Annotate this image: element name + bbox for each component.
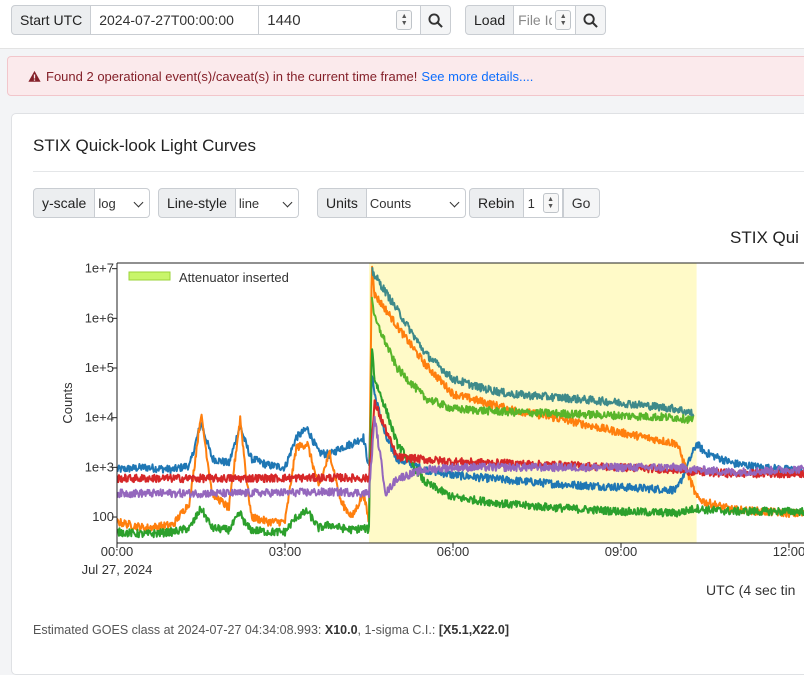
search-button[interactable] (421, 5, 452, 35)
legend[interactable]: Attenuator inserted (128, 270, 289, 285)
search-icon (428, 12, 444, 28)
x-tick-label: 03:00 (269, 544, 302, 559)
file-id-placeholder: File Id (518, 12, 552, 28)
yscale-value: log (98, 195, 116, 211)
y-tick-label: 1e+6 (85, 310, 114, 325)
series-line-1 (117, 375, 804, 495)
duration-spinner-icon[interactable]: ▲ ▼ (396, 10, 413, 30)
goes-estimate: Estimated GOES class at 2024-07-27 04:34… (33, 623, 509, 637)
series-line-7 (117, 415, 804, 499)
x-tick-sublabel: Jul 27, 2024 (82, 562, 153, 577)
card-title: STIX Quick-look Light Curves (33, 136, 256, 155)
y-tick-label: 1e+5 (85, 360, 114, 375)
x-ticks: 00:00 Jul 27, 2024 03:00 06:00 09:00 12:00 (82, 543, 804, 577)
legend-label: Attenuator inserted (179, 270, 289, 285)
units-label: Units (317, 188, 367, 218)
series-line-3 (117, 348, 804, 539)
y-tick-label: 1e+3 (85, 459, 114, 474)
go-button[interactable]: Go (562, 188, 600, 218)
goes-ci: [X5.1,X22.0] (438, 623, 509, 637)
x-tick-label: 09:00 (605, 544, 638, 559)
y-axis-label: Counts (60, 382, 75, 424)
alert-message: Found 2 operational event(s)/caveat(s) i… (46, 68, 418, 84)
linestyle-value: line (238, 195, 260, 211)
linestyle-label: Line-style (158, 188, 236, 218)
linestyle-select[interactable]: line (235, 188, 299, 218)
y-tick-label: 100 (92, 509, 114, 524)
rebin-control: Rebin 1 ▲ ▼ Go (469, 188, 600, 218)
yscale-control: y-scale log (33, 188, 151, 218)
start-utc-group: Start UTC 2024-07-27T00:00:00 1440 ▲ ▼ (11, 5, 452, 35)
start-utc-input[interactable]: 2024-07-27T00:00:00 (91, 5, 260, 35)
series-line-4 (370, 296, 695, 424)
file-id-spinner-icon[interactable]: ▲ ▼ (555, 10, 572, 30)
x-axis-label: UTC (4 sec tin (706, 582, 795, 598)
series-layer (117, 265, 804, 539)
start-utc-label: Start UTC (11, 5, 92, 35)
divider (33, 171, 804, 172)
duration-value: 1440 (267, 11, 301, 29)
operational-alert: Found 2 operational event(s)/caveat(s) i… (7, 56, 804, 96)
x-tick-label: 12:00 (773, 544, 804, 559)
rebin-input[interactable]: 1 ▲ ▼ (523, 188, 563, 218)
x-tick-label: 00:00 (101, 544, 134, 559)
rebin-value: 1 (527, 195, 535, 211)
search-icon (583, 12, 598, 28)
units-value: Counts (369, 195, 412, 211)
series-line-5 (371, 267, 695, 417)
top-toolbar: Start UTC 2024-07-27T00:00:00 1440 ▲ ▼ Lo… (0, 0, 804, 49)
alert-details-link[interactable]: See more details.... (421, 68, 534, 84)
rebin-spinner-icon[interactable]: ▲ ▼ (542, 193, 559, 213)
series-line-2 (117, 265, 804, 533)
units-control: Units Counts (317, 188, 466, 218)
legend-swatch (128, 271, 171, 281)
file-id-input[interactable]: File Id ▲▼ (514, 5, 577, 35)
rebin-label: Rebin (469, 188, 524, 218)
plot-title: STIX Qui (730, 228, 799, 247)
load-group: Load File Id ▲▼ (465, 5, 607, 35)
goes-prefix: Estimated GOES class at 2024-07-27 04:34… (33, 623, 322, 637)
units-select[interactable]: Counts (366, 188, 466, 218)
yscale-label: y-scale (33, 188, 96, 218)
duration-input[interactable]: 1440 ▲ ▼ (259, 5, 422, 35)
warning-icon (28, 70, 41, 82)
y-ticks: 100 1e+3 1e+4 1e+5 1e+6 1e+7 (85, 261, 117, 524)
load-search-button[interactable] (576, 5, 607, 35)
linestyle-control: Line-style line (158, 188, 299, 218)
x-tick-label: 06:00 (437, 544, 470, 559)
light-curve-chart: 100 1e+3 1e+4 1e+5 1e+6 1e+7 00:00 Jul 27, 202… (60, 261, 804, 598)
goes-ci-label: , 1-sigma C.I.: (357, 623, 436, 637)
y-tick-label: 1e+4 (85, 410, 114, 425)
y-tick-label: 1e+7 (85, 261, 114, 276)
load-label: Load (465, 5, 515, 35)
goes-class: X10.0 (324, 623, 358, 637)
yscale-select[interactable]: log (95, 188, 151, 218)
